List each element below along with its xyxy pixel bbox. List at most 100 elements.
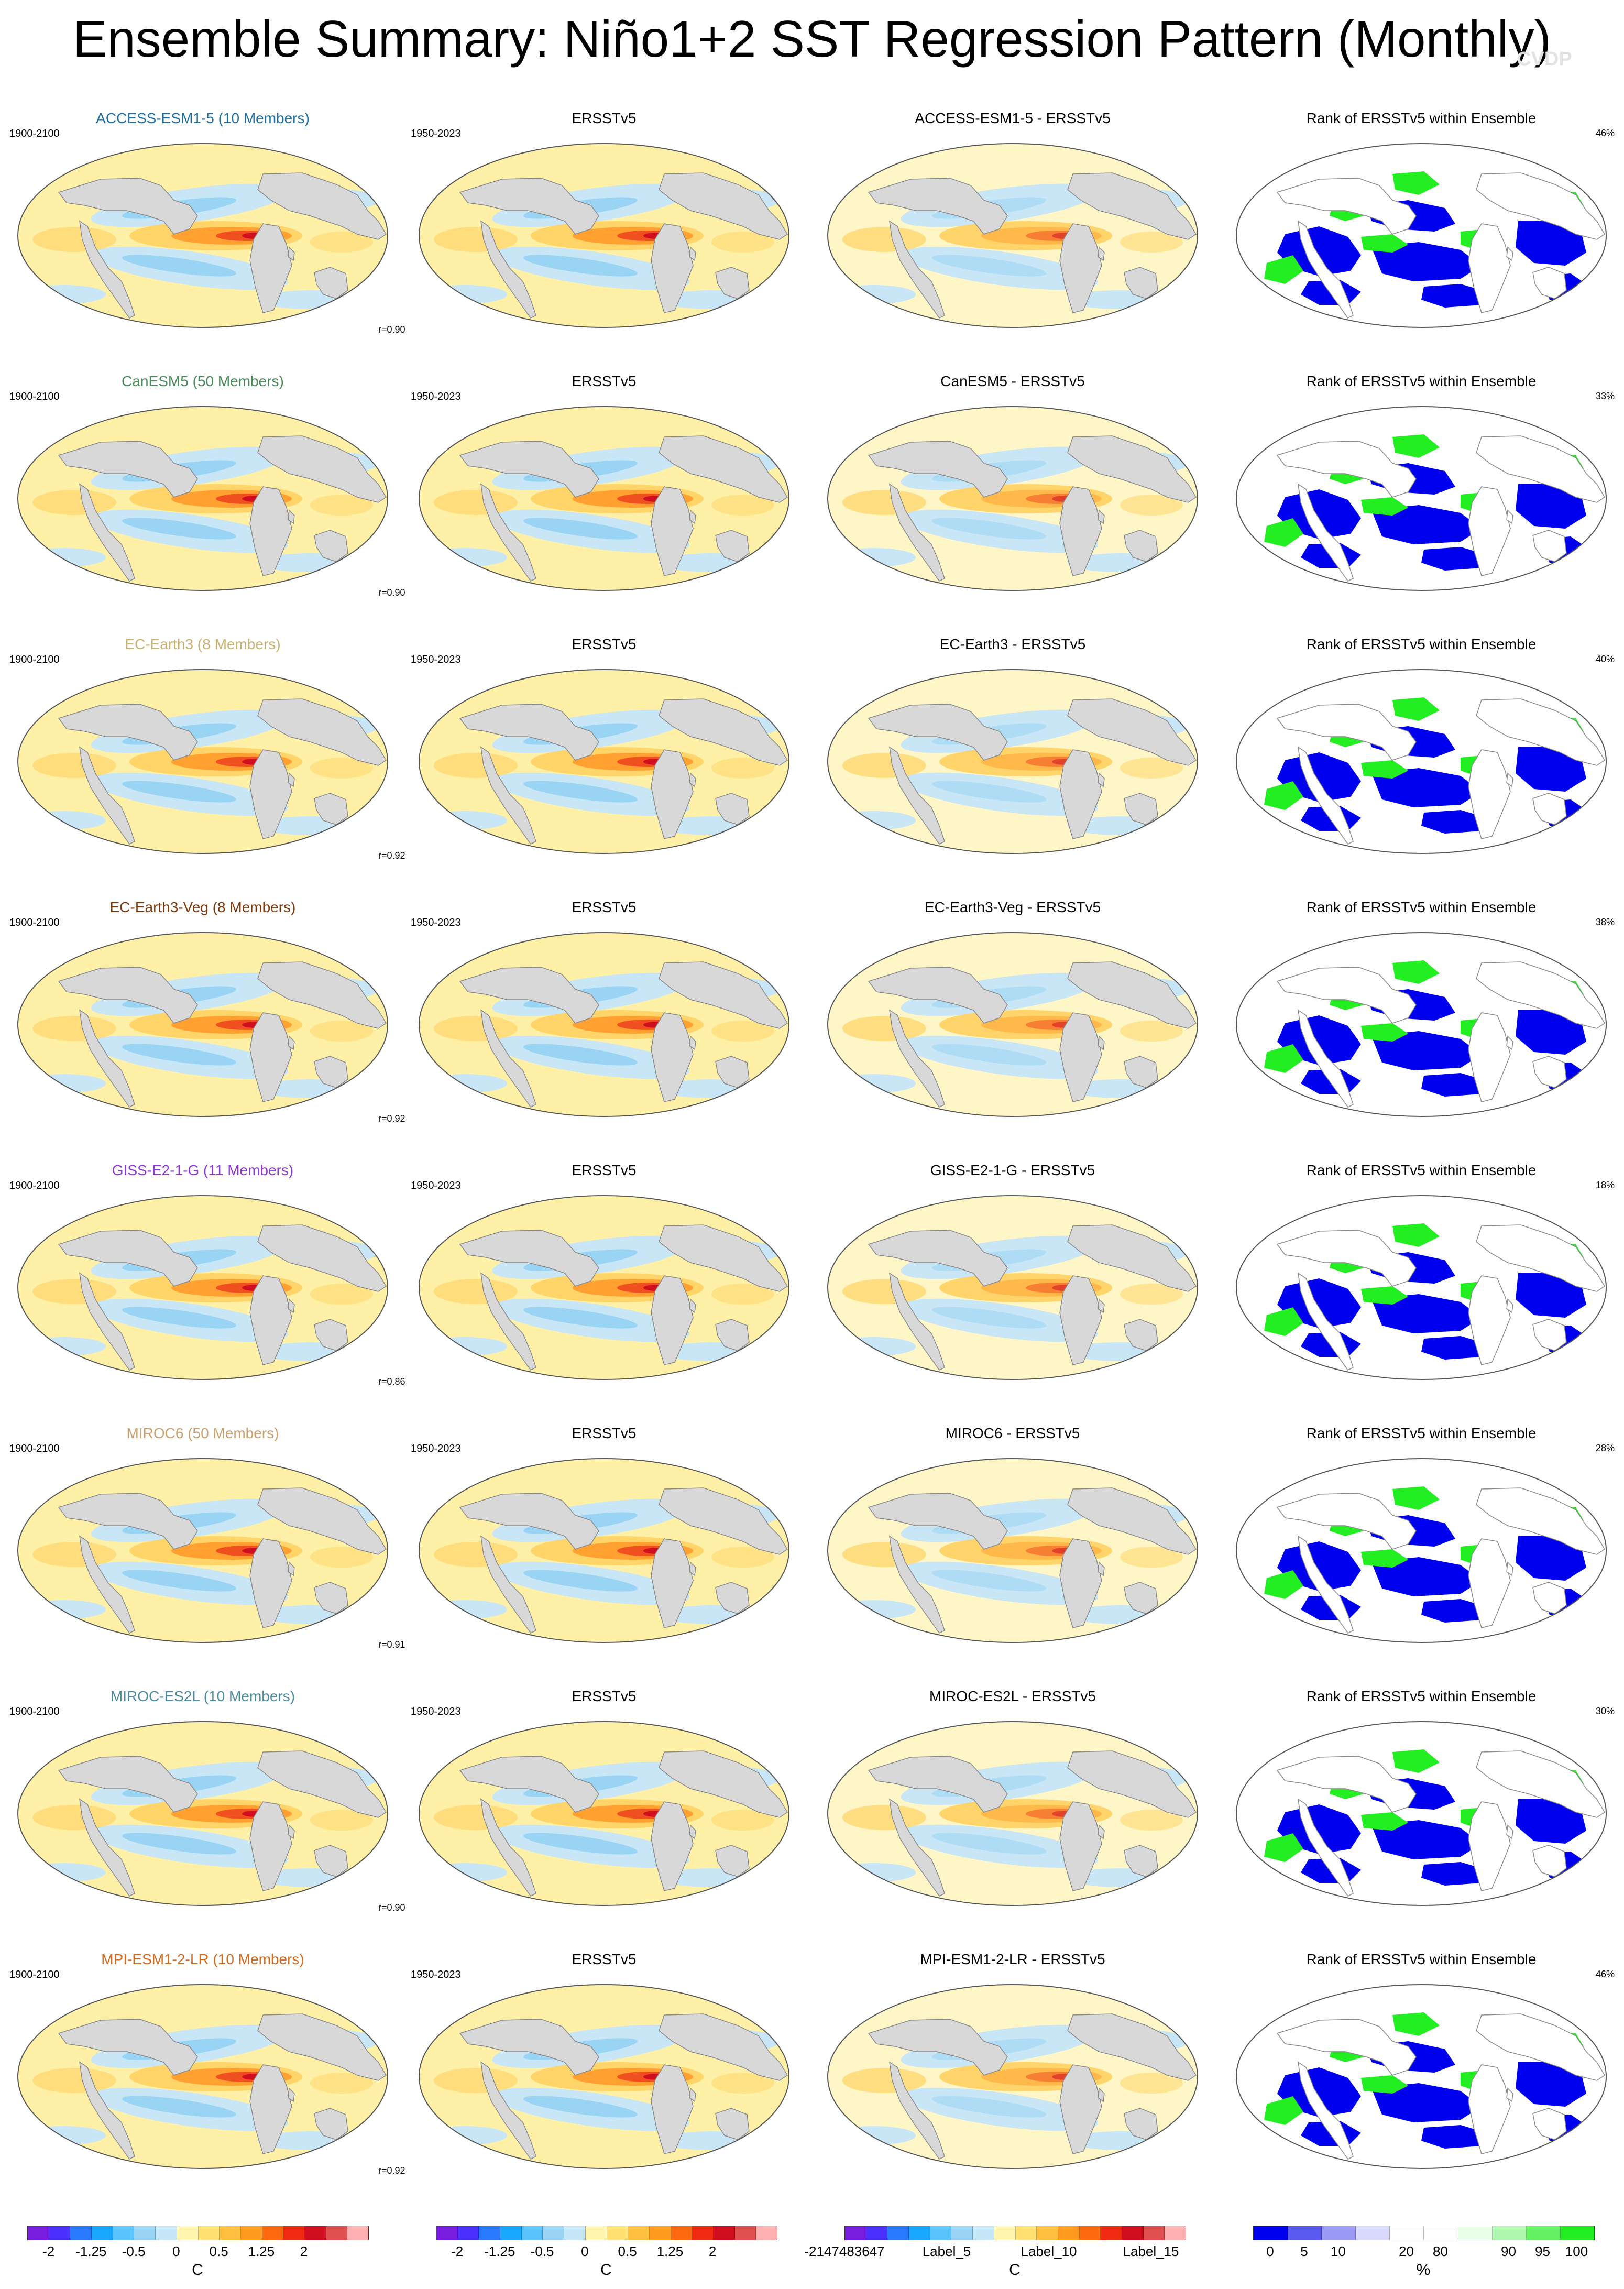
land-mass <box>1067 435 1197 503</box>
map-border <box>827 1984 1198 2169</box>
map-border <box>1236 669 1607 854</box>
colorbar-unit-label: C <box>192 2261 203 2279</box>
colorbar-swatch <box>134 2226 156 2240</box>
colorbar-swatch <box>1288 2226 1322 2240</box>
obs-panel-title: ERSSTv5 <box>572 899 637 915</box>
rank-panel-title: Rank of ERSSTv5 within Ensemble <box>1306 636 1537 652</box>
colorbar-swatch <box>649 2226 671 2240</box>
difference-map <box>827 932 1198 1117</box>
land-mass <box>1124 530 1158 562</box>
land-mass <box>79 1798 135 1897</box>
colorbar-swatch <box>713 2226 735 2240</box>
rank-percent: 30% <box>1596 1706 1615 1716</box>
map-field <box>1236 144 1606 327</box>
land-mass <box>288 509 295 524</box>
colorbar-swatch <box>543 2226 565 2240</box>
diff-panel-title: EC-Earth3 - ERSSTv5 <box>939 636 1086 652</box>
obs-period-label: 1950-2023 <box>411 128 461 139</box>
land-mass <box>58 1756 198 1813</box>
colorbar-tick-label: 2 <box>708 2243 717 2259</box>
colorbar-swatch <box>994 2226 1016 2240</box>
land-mass <box>1532 267 1567 299</box>
colorbar-tick-label: 0 <box>581 2243 589 2259</box>
land-mass <box>1098 1035 1105 1050</box>
land-mass <box>689 1561 696 1576</box>
diff-panel-title: MIROC-ES2L - ERSSTv5 <box>929 1688 1096 1704</box>
colorbar-swatch <box>1015 2226 1037 2240</box>
land-mass <box>715 1319 750 1351</box>
model-period-label: 1900-2100 <box>9 917 60 928</box>
land-mass <box>1506 1561 1513 1576</box>
land-mass <box>1124 267 1158 299</box>
map-field <box>828 933 1198 1116</box>
land-mass <box>257 2013 387 2081</box>
land-mass <box>480 483 536 582</box>
map-border <box>17 1458 388 1643</box>
land-mass <box>689 1035 696 1050</box>
map-field <box>1236 407 1606 590</box>
diff-panel-title: MIROC6 - ERSSTv5 <box>945 1425 1080 1441</box>
map-field <box>828 1459 1198 1642</box>
map-border <box>17 406 388 591</box>
model-regression-map <box>17 1195 388 1380</box>
land-mass <box>257 172 387 240</box>
land-mass <box>459 1230 599 1287</box>
land-mass <box>249 2064 292 2154</box>
model-regression-map <box>17 1984 388 2169</box>
colorbar-swatch <box>479 2226 501 2240</box>
map-field <box>18 407 388 590</box>
difference-map <box>827 1458 1198 1643</box>
land-mass <box>257 1487 387 1555</box>
colorbar-swatch <box>1424 2226 1458 2240</box>
colorbar-tick-label: -1.25 <box>484 2243 515 2259</box>
land-mass <box>459 2019 599 2076</box>
land-mass <box>1276 441 1417 498</box>
land-mass <box>868 178 1008 235</box>
land-mass <box>1067 1487 1197 1555</box>
colorbar-tick-label: Label_15 <box>1123 2243 1179 2259</box>
land-mass <box>480 2061 536 2160</box>
map-field <box>419 1985 789 2168</box>
land-mass <box>1298 1535 1354 1634</box>
land-mass <box>257 435 387 503</box>
land-mass <box>459 441 599 498</box>
obs-period-label: 1950-2023 <box>411 654 461 665</box>
land-mass <box>288 1035 295 1050</box>
land-mass <box>689 246 696 261</box>
land-mass <box>689 2087 696 2102</box>
map-border <box>1236 143 1607 328</box>
colorbar-tick-label: 0.5 <box>209 2243 228 2259</box>
land-mass <box>1298 1798 1354 1897</box>
colorbar-swatch <box>92 2226 113 2240</box>
land-mass <box>1506 1035 1513 1050</box>
map-border <box>17 1195 388 1380</box>
land-mass <box>1059 749 1102 839</box>
map-field <box>828 407 1198 590</box>
land-mass <box>1124 1056 1158 1088</box>
land-mass <box>459 178 599 235</box>
land-mass <box>314 1845 348 1877</box>
land-mass <box>889 1272 945 1371</box>
colorbar-swatch <box>521 2226 543 2240</box>
colorbar-swatch <box>177 2226 199 2240</box>
map-field <box>828 1196 1198 1379</box>
colorbar-swatch <box>262 2226 284 2240</box>
diff-panel-title: CanESM5 - ERSSTv5 <box>940 373 1085 389</box>
land-mass <box>58 441 198 498</box>
colorbar-tick-label: 2 <box>300 2243 308 2259</box>
land-mass <box>715 2108 750 2140</box>
colorbar-swatch <box>1254 2226 1288 2240</box>
map-border <box>419 1721 789 1906</box>
colorbar-swatch <box>1101 2226 1122 2240</box>
land-mass <box>1298 746 1354 845</box>
land-mass <box>1124 793 1158 825</box>
land-mass <box>1468 1275 1511 1365</box>
land-mass <box>1098 509 1105 524</box>
land-mass <box>58 1230 198 1287</box>
model-panel-title: MPI-ESM1-2-LR (10 Members) <box>101 1951 304 1967</box>
rank-panel-title: Rank of ERSSTv5 within Ensemble <box>1306 373 1537 389</box>
land-mass <box>1098 772 1105 787</box>
land-mass <box>459 704 599 761</box>
colorbar-swatch <box>607 2226 629 2240</box>
land-mass <box>1124 1845 1158 1877</box>
